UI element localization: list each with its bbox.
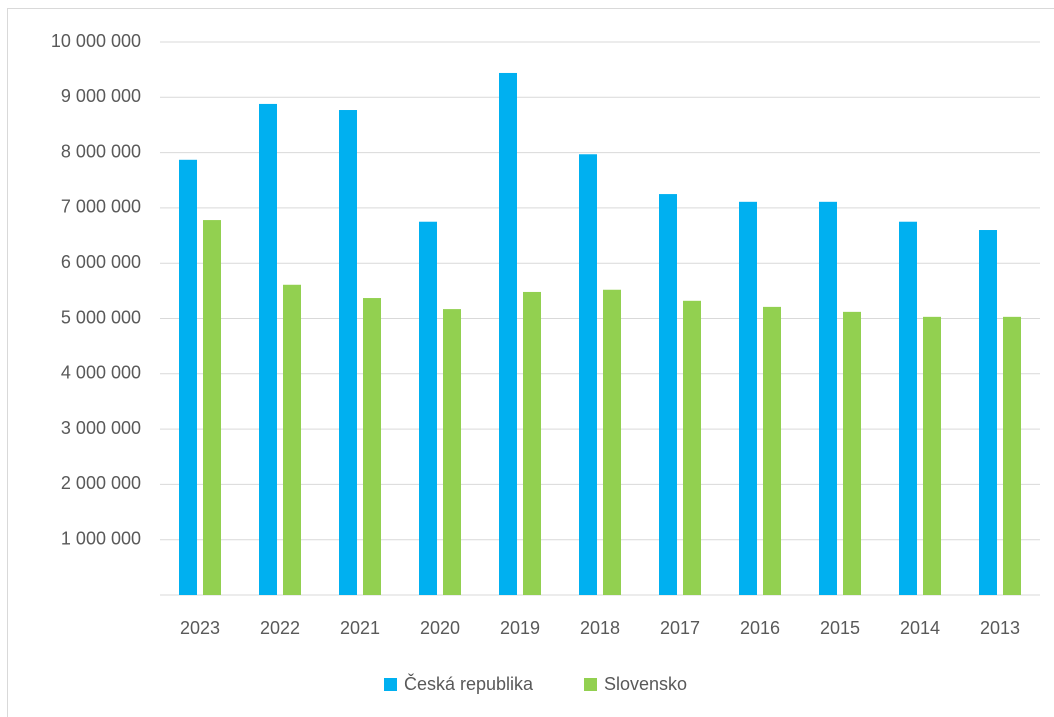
bar xyxy=(203,220,221,596)
bar xyxy=(1003,316,1021,595)
y-tick-label: 1 000 000 xyxy=(61,528,141,548)
bar xyxy=(923,316,941,595)
bar xyxy=(683,300,701,595)
legend-swatch xyxy=(584,678,597,691)
legend-label: Slovensko xyxy=(604,674,687,694)
y-tick-label: 8 000 000 xyxy=(61,141,141,161)
bar xyxy=(843,311,861,595)
legend-label: Česká republika xyxy=(404,673,534,694)
bar xyxy=(499,72,517,595)
x-tick-label: 2017 xyxy=(660,618,700,638)
bar xyxy=(443,309,461,595)
x-tick-label: 2016 xyxy=(740,618,780,638)
x-tick-label: 2019 xyxy=(500,618,540,638)
x-tick-label: 2023 xyxy=(180,618,220,638)
bar xyxy=(363,298,381,595)
bar xyxy=(179,159,197,595)
bar xyxy=(283,284,301,595)
y-tick-label: 7 000 000 xyxy=(61,197,141,217)
bar xyxy=(659,194,677,595)
x-tick-label: 2013 xyxy=(980,618,1020,638)
legend: Česká republika Slovensko xyxy=(384,673,687,694)
bar xyxy=(899,221,917,595)
bar xyxy=(763,306,781,595)
y-tick-label: 9 000 000 xyxy=(61,86,141,106)
bar xyxy=(819,201,837,595)
bar xyxy=(579,154,597,595)
x-tick-label: 2018 xyxy=(580,618,620,638)
bar xyxy=(259,103,277,595)
bar xyxy=(339,110,357,596)
x-tick-label: 2022 xyxy=(260,618,300,638)
y-tick-label: 3 000 000 xyxy=(61,418,141,438)
y-tick-label: 5 000 000 xyxy=(61,307,141,327)
x-tick-label: 2015 xyxy=(820,618,860,638)
y-tick-label: 2 000 000 xyxy=(61,473,141,493)
legend-swatch xyxy=(384,678,397,691)
y-tick-label: 4 000 000 xyxy=(61,363,141,383)
x-tick-label: 2020 xyxy=(420,618,460,638)
bar xyxy=(739,201,757,595)
x-tick-label: 2014 xyxy=(900,618,940,638)
bar xyxy=(419,221,437,595)
x-tick-label: 2021 xyxy=(340,618,380,638)
y-tick-label: 6 000 000 xyxy=(61,252,141,272)
y-tick-label: 10 000 000 xyxy=(51,31,141,51)
bar xyxy=(603,289,621,595)
bar xyxy=(523,291,541,595)
bar xyxy=(979,230,997,595)
